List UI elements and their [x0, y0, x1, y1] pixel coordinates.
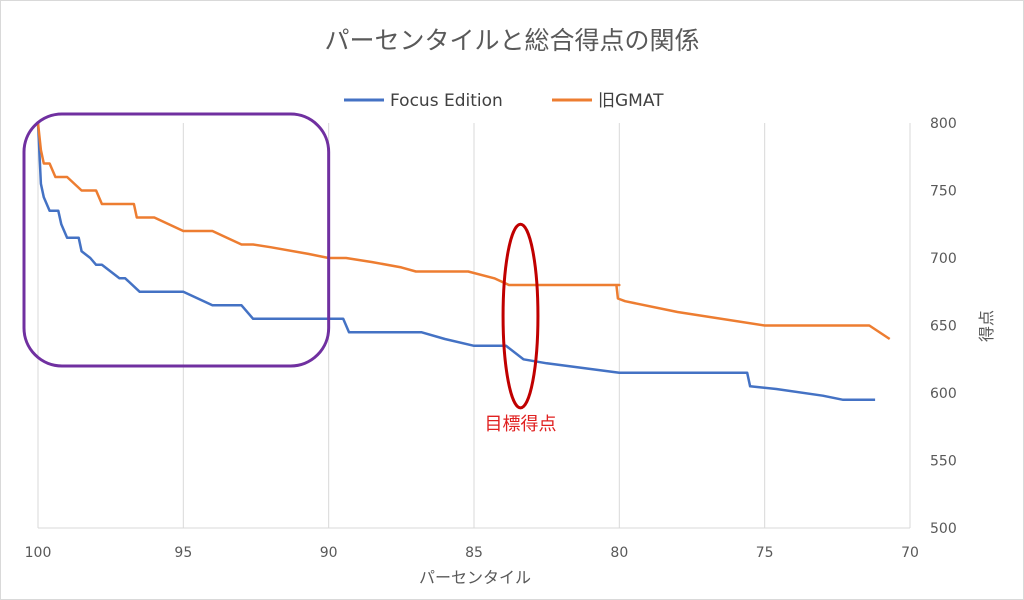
series-line-focus-edition: [36, 122, 876, 402]
y-tick-label-650: 650: [930, 319, 957, 335]
x-tick-label-70: 70: [901, 545, 919, 561]
x-tick-label-100: 100: [25, 545, 52, 561]
legend-label-old-gmat: 旧GMAT: [598, 91, 664, 111]
x-axis-label: パーセンタイル: [419, 568, 531, 587]
plot-area: [36, 122, 891, 402]
y-tick-label-550: 550: [930, 454, 957, 470]
x-tick-label-95: 95: [174, 545, 192, 561]
target-score-ellipse: [501, 222, 540, 410]
y-tick-label-600: 600: [930, 386, 957, 402]
y-tick-label-700: 700: [930, 251, 957, 267]
y-axis-label: 得点: [977, 310, 996, 342]
target-score-label: 目標得点: [485, 414, 557, 435]
legend-label-focus-edition: Focus Edition: [390, 91, 503, 111]
y-axis-ticks: 800 750 700 650 600 550 500: [930, 116, 957, 537]
y-tick-label-800: 800: [930, 116, 957, 132]
legend: Focus Edition 旧GMAT: [344, 91, 664, 111]
x-tick-label-90: 90: [320, 545, 338, 561]
series-line-old-gmat: [36, 122, 891, 341]
chart-title: パーセンタイルと総合得点の関係: [324, 26, 699, 55]
annotations: 目標得点: [22, 112, 557, 435]
x-tick-label-85: 85: [465, 545, 483, 561]
x-tick-label-80: 80: [610, 545, 628, 561]
x-tick-label-75: 75: [756, 545, 774, 561]
y-tick-label-750: 750: [930, 184, 957, 200]
highlight-box: [22, 112, 331, 368]
x-axis-ticks: 100 95 90 85 80 75 70: [25, 545, 919, 561]
y-tick-label-500: 500: [930, 521, 957, 537]
